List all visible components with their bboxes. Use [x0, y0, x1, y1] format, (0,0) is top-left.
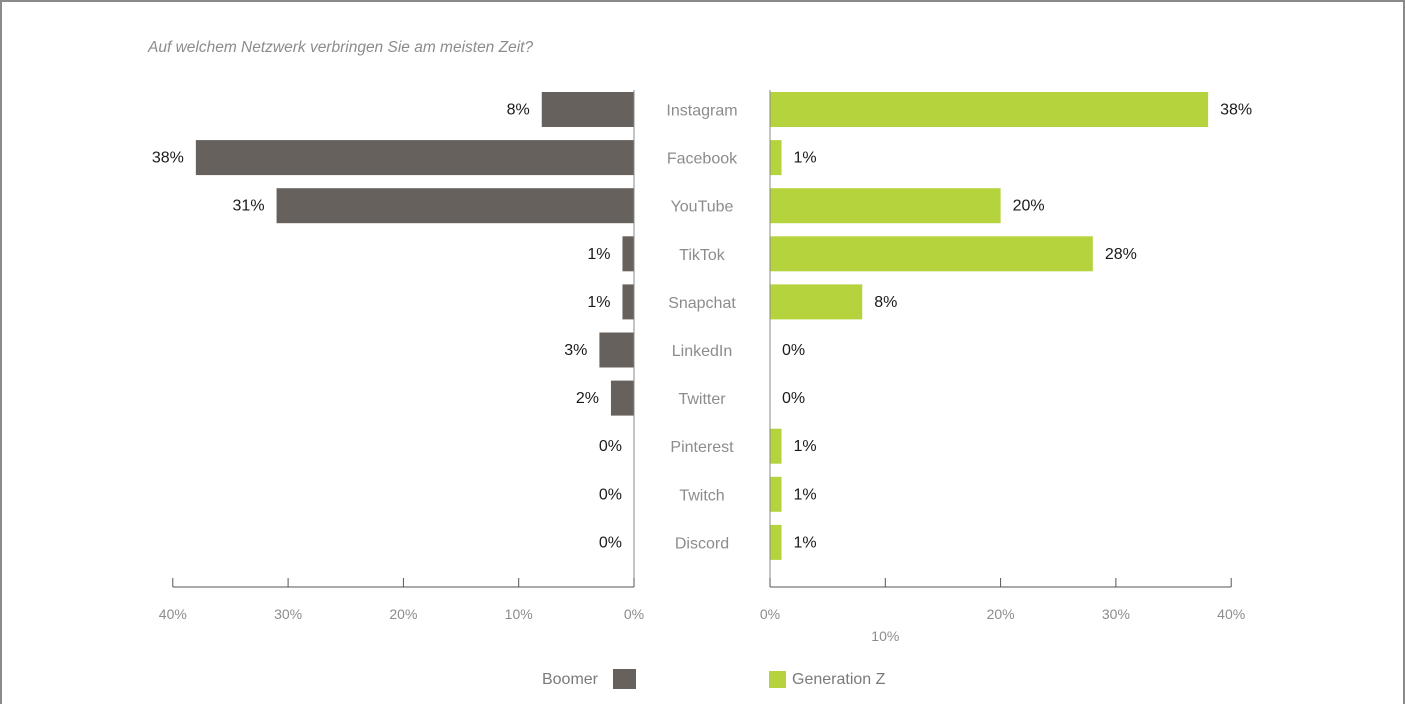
label-boomer-tiktok: 1%	[587, 246, 610, 263]
category-twitch: Twitch	[679, 487, 724, 504]
category-facebook: Facebook	[667, 151, 738, 168]
left-tick-label: 10%	[505, 606, 533, 622]
right-tick-label: 30%	[1102, 606, 1130, 622]
label-boomer-twitch: 0%	[599, 486, 622, 503]
left-tick-label: 0%	[624, 606, 644, 622]
category-discord: Discord	[675, 535, 729, 552]
legend-swatch-boomer	[613, 669, 636, 689]
category-youtube: YouTube	[671, 199, 734, 216]
label-boomer-snapchat: 1%	[587, 294, 610, 311]
category-twitter: Twitter	[678, 391, 726, 408]
generation-z-series: 38% 1% 20% 28% 8% 0% 0% 1% 1% 1%	[770, 92, 1252, 560]
bar-generation-z-facebook	[770, 140, 782, 176]
label-generation-z-discord: 1%	[794, 534, 817, 551]
category-snapchat: Snapchat	[668, 295, 736, 312]
legend-label-generation-z: Generation Z	[792, 671, 886, 688]
right-tick-label: 0%	[760, 606, 780, 622]
legend-label-boomer: Boomer	[542, 671, 599, 688]
label-generation-z-instagram: 38%	[1220, 102, 1252, 119]
label-generation-z-twitch: 1%	[794, 486, 817, 503]
bar-generation-z-twitch	[770, 476, 782, 512]
left-x-axis: 40% 30% 20% 10% 0%	[159, 90, 644, 622]
bar-boomer-facebook	[195, 140, 635, 176]
label-generation-z-facebook: 1%	[794, 150, 817, 167]
label-boomer-instagram: 8%	[507, 102, 530, 119]
bar-generation-z-tiktok	[770, 236, 1093, 272]
label-boomer-linkedin: 3%	[564, 342, 587, 359]
left-tick-label: 20%	[389, 606, 417, 622]
label-generation-z-tiktok: 28%	[1105, 246, 1137, 263]
bar-generation-z-discord	[770, 524, 782, 560]
bar-generation-z-youtube	[770, 188, 1001, 224]
bar-boomer-tiktok	[622, 236, 634, 272]
label-boomer-pinterest: 0%	[599, 438, 622, 455]
bar-generation-z-instagram	[770, 92, 1209, 127]
label-generation-z-youtube: 20%	[1013, 198, 1045, 215]
bar-boomer-snapchat	[622, 284, 634, 320]
bar-boomer-youtube	[276, 188, 634, 224]
category-pinterest: Pinterest	[670, 439, 734, 456]
legend-swatch-generation-z	[769, 671, 786, 688]
label-generation-z-pinterest: 1%	[794, 438, 817, 455]
left-tick-label: 30%	[274, 606, 302, 622]
legend: Boomer Generation Z	[542, 669, 886, 689]
bar-generation-z-snapchat	[770, 284, 863, 320]
label-boomer-discord: 0%	[599, 534, 622, 551]
left-tick-label: 40%	[159, 606, 187, 622]
label-boomer-youtube: 31%	[233, 198, 265, 215]
right-tick-label: 40%	[1217, 606, 1245, 622]
bar-boomer-instagram	[541, 92, 634, 127]
label-boomer-facebook: 38%	[152, 150, 184, 167]
right-x-axis: 0% 10% 20% 30% 40%	[760, 90, 1245, 644]
bar-boomer-linkedin	[599, 332, 634, 368]
label-generation-z-twitter: 0%	[782, 390, 805, 407]
label-boomer-twitter: 2%	[576, 390, 599, 407]
category-tiktok: TikTok	[679, 247, 726, 264]
right-tick-label: 20%	[987, 606, 1015, 622]
bar-generation-z-pinterest	[770, 428, 782, 464]
bar-boomer-twitter	[610, 380, 634, 416]
label-generation-z-linkedin: 0%	[782, 342, 805, 359]
category-labels: Instagram Facebook YouTube TikTok Snapchat Li…	[666, 103, 738, 553]
category-instagram: Instagram	[666, 103, 737, 120]
chart-title: Auf welchem Netzwerk verbringen Sie am m…	[147, 39, 533, 56]
right-tick-label: 10%	[871, 628, 899, 644]
label-generation-z-snapchat: 8%	[874, 294, 897, 311]
boomer-series: 8% 38% 31% 1% 1% 3% 2% 0% 0% 0%	[152, 92, 635, 551]
category-linkedin: LinkedIn	[672, 343, 733, 360]
